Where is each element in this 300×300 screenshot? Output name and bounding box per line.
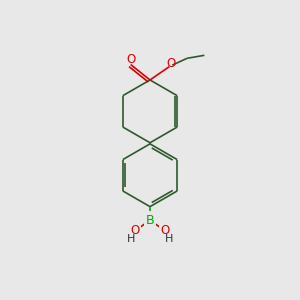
Text: O: O [166, 56, 176, 70]
Text: H: H [165, 234, 173, 244]
Text: B: B [146, 214, 154, 226]
Text: O: O [130, 224, 139, 237]
Text: O: O [161, 224, 170, 237]
Text: O: O [126, 53, 135, 66]
Text: H: H [127, 234, 135, 244]
